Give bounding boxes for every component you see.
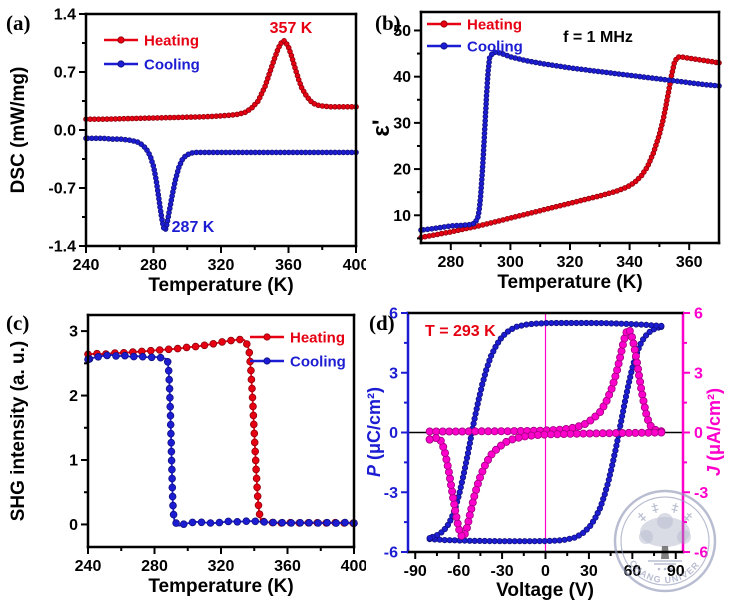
legend-label: Heating: [144, 33, 199, 50]
y-tick-label: 0: [389, 425, 398, 442]
y-tick-label: 40: [393, 69, 411, 86]
x-tick-label: 340: [616, 254, 643, 271]
y-tick-label: 20: [393, 162, 411, 179]
x-tick-label: 400: [343, 257, 366, 274]
y-axis-title: SHG intensity (a. u.): [8, 341, 29, 522]
y-tick-label: -6: [384, 545, 398, 562]
legend: Heating Cooling: [250, 330, 346, 371]
panel-b-permittivity-chart: 280 300 320 340 360 50 40 30 20 10 Temperature (K)…: [368, 10, 722, 293]
annotation: T = 293 K: [425, 323, 496, 340]
x-tick-label: 90: [667, 563, 685, 580]
y2-tick-label: -6: [694, 545, 708, 562]
y-tick-label: 2: [69, 388, 78, 405]
y2-tick-label: 6: [694, 306, 703, 323]
x-tick-label: 320: [208, 257, 235, 274]
x-tick-label: 0: [541, 563, 550, 580]
y2-tick-label: -3: [694, 485, 708, 502]
series-cooling: [84, 351, 358, 529]
x-axis-title: Voltage (V): [496, 580, 594, 600]
x-axis-title: Temperature (K): [497, 272, 642, 293]
y-tick-label: 0: [69, 517, 78, 534]
y-tick-label: 0.7: [54, 65, 76, 82]
x-tick-label: 400: [341, 558, 366, 575]
x-axis-title: Temperature (K): [148, 576, 293, 597]
x-tick-label: -90: [404, 563, 427, 580]
series-p-down-sweep: [426, 319, 665, 542]
y-axis-title: DSC (mW/mg): [8, 67, 29, 194]
legend-label: Cooling: [467, 39, 523, 56]
series-cooling: [83, 135, 359, 233]
seal-graphic: NANCHANG UNIVERSITY: [596, 477, 717, 593]
panel-a-dsc-chart: 240 280 320 360 400 1.4 0.7 0.0 -0.7 -1.4 Temperat…: [6, 7, 366, 297]
legend-label: Cooling: [290, 354, 346, 371]
x-tick-label: 360: [274, 558, 301, 575]
legend-label: Heating: [467, 17, 522, 34]
y-tick-label: 3: [389, 365, 398, 382]
panel-letter: (b): [375, 11, 401, 35]
series-j-down-sweep: [425, 428, 666, 540]
panel-c-shg-chart: 240 280 320 360 400 3 2 1 0 Temperature (K) SHG in…: [6, 311, 366, 597]
y-tick-label: 3: [69, 324, 78, 341]
y-tick-label: -3: [384, 485, 398, 502]
y-tick-label: -1.4: [48, 239, 76, 256]
legend-label: Cooling: [144, 57, 200, 74]
y2-tick-label: 0: [694, 425, 703, 442]
x-tick-label: 360: [676, 254, 703, 271]
y-tick-label: -0.7: [48, 181, 76, 198]
legend-label: Heating: [290, 330, 345, 347]
x-tick-label: -30: [491, 563, 514, 580]
panel-letter: (c): [6, 311, 29, 335]
legend: Heating Cooling: [104, 33, 200, 74]
y-tick-label: 0.0: [54, 123, 76, 140]
y-tick-label: 30: [393, 115, 411, 132]
y-axis-title: P (μC/cm²): [367, 387, 384, 477]
annotation: 287 K: [172, 219, 215, 236]
panel-letter: (d): [369, 311, 395, 335]
y-tick-label: 6: [389, 306, 398, 323]
y2-tick-label: 3: [694, 365, 703, 382]
y-tick-label: 50: [393, 23, 411, 40]
x-tick-label: -60: [447, 563, 470, 580]
x-tick-label: 240: [73, 257, 100, 274]
seal-tree-emblem: [639, 513, 691, 571]
seal-outer-ring: [613, 489, 717, 593]
x-tick-label: 320: [557, 254, 584, 271]
x-tick-label: 360: [275, 257, 302, 274]
y-axis-title: ε': [368, 119, 395, 136]
x-tick-label: 280: [437, 254, 464, 271]
y2-axis-title: J (μA/cm²): [704, 388, 724, 476]
panel-letter: (a): [6, 11, 31, 35]
x-tick-label: 280: [141, 558, 168, 575]
x-tick-label: 280: [140, 257, 167, 274]
seal-inner-ring: [620, 496, 710, 586]
y-tick-label: 10: [393, 208, 411, 225]
x-tick-label: 30: [580, 563, 598, 580]
y-tick-label: 1.4: [54, 7, 76, 24]
x-tick-label: 320: [208, 558, 235, 575]
y-tick-label: 1: [69, 453, 78, 470]
annotation: 357 K: [270, 20, 313, 37]
x-axis-title: Temperature (K): [148, 275, 293, 296]
series-cooling: [418, 49, 722, 233]
seal-cjk-characters: [638, 503, 692, 522]
annotation: f = 1 MHz: [563, 29, 633, 46]
legend: Heating Cooling: [427, 17, 523, 56]
series-heating: [83, 37, 359, 122]
university-seal-watermark: NANCHANG UNIVERSITY: [596, 477, 717, 593]
x-tick-label: 300: [497, 254, 524, 271]
x-tick-label: 240: [75, 558, 102, 575]
